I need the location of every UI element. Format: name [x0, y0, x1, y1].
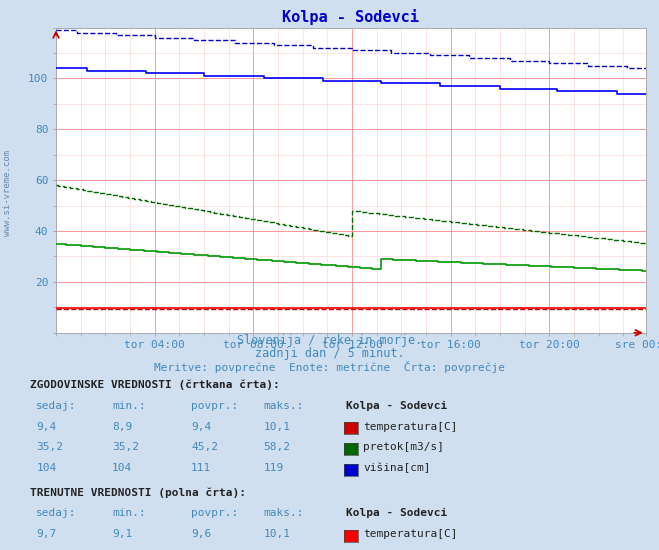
Text: min.:: min.:	[112, 400, 146, 411]
Text: povpr.:: povpr.:	[191, 508, 239, 519]
Text: TRENUTNE VREDNOSTI (polna črta):: TRENUTNE VREDNOSTI (polna črta):	[30, 487, 246, 498]
Text: 9,7: 9,7	[36, 529, 57, 540]
Text: temperatura[C]: temperatura[C]	[363, 421, 457, 432]
Text: Kolpa - Sodevci: Kolpa - Sodevci	[346, 400, 447, 411]
Text: temperatura[C]: temperatura[C]	[363, 529, 457, 540]
Text: višina[cm]: višina[cm]	[363, 463, 430, 474]
Text: 58,2: 58,2	[264, 442, 291, 453]
Text: 111: 111	[191, 463, 212, 474]
Text: 9,1: 9,1	[112, 529, 132, 540]
Text: sedaj:: sedaj:	[36, 400, 76, 411]
Text: 104: 104	[112, 463, 132, 474]
Text: 119: 119	[264, 463, 284, 474]
Text: 35,2: 35,2	[36, 442, 63, 453]
Text: ZGODOVINSKE VREDNOSTI (črtkana črta):: ZGODOVINSKE VREDNOSTI (črtkana črta):	[30, 379, 279, 390]
Text: Slovenija / reke in morje.: Slovenija / reke in morje.	[237, 334, 422, 346]
Text: Meritve: povprečne  Enote: metrične  Črta: povprečje: Meritve: povprečne Enote: metrične Črta:…	[154, 361, 505, 373]
Text: Kolpa - Sodevci: Kolpa - Sodevci	[346, 508, 447, 519]
Text: sedaj:: sedaj:	[36, 508, 76, 519]
Text: pretok[m3/s]: pretok[m3/s]	[363, 442, 444, 453]
Text: 45,2: 45,2	[191, 442, 218, 453]
Text: 9,4: 9,4	[191, 421, 212, 432]
Text: maks.:: maks.:	[264, 508, 304, 519]
Text: 104: 104	[36, 463, 57, 474]
Text: 8,9: 8,9	[112, 421, 132, 432]
Text: 9,4: 9,4	[36, 421, 57, 432]
Text: 10,1: 10,1	[264, 421, 291, 432]
Title: Kolpa - Sodevci: Kolpa - Sodevci	[283, 9, 419, 25]
Text: www.si-vreme.com: www.si-vreme.com	[3, 150, 13, 235]
Text: 10,1: 10,1	[264, 529, 291, 540]
Text: 35,2: 35,2	[112, 442, 139, 453]
Text: min.:: min.:	[112, 508, 146, 519]
Text: povpr.:: povpr.:	[191, 400, 239, 411]
Text: zadnji dan / 5 minut.: zadnji dan / 5 minut.	[254, 348, 405, 360]
Text: 9,6: 9,6	[191, 529, 212, 540]
Text: maks.:: maks.:	[264, 400, 304, 411]
